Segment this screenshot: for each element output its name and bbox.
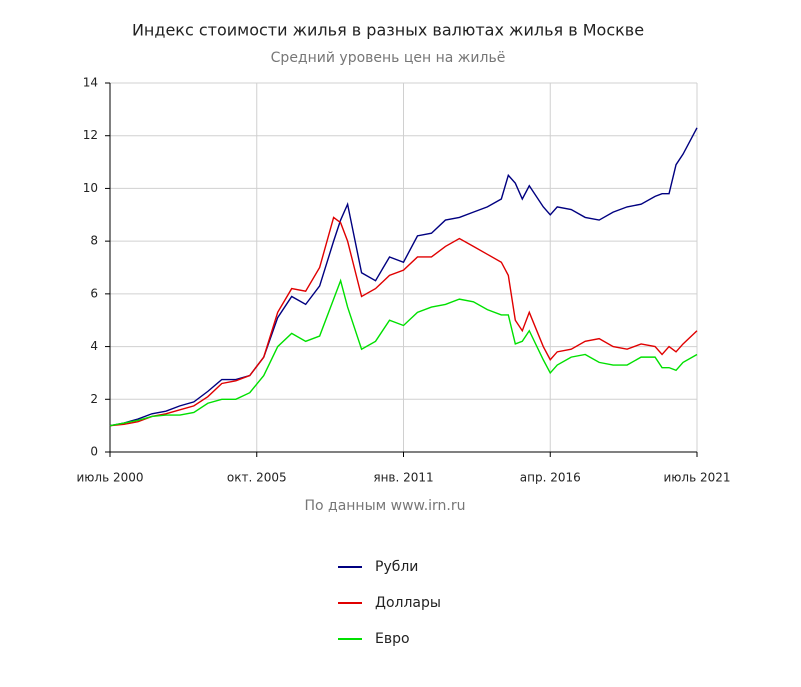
data-line <box>109 127 698 427</box>
x-tick-label: июль 2000 <box>77 471 144 485</box>
x-tick-label: янв. 2011 <box>373 471 433 485</box>
legend-label: Рубли <box>375 559 418 575</box>
y-tick-label: 14 <box>83 76 98 90</box>
x-tick-label: окт. 2005 <box>227 471 287 485</box>
y-tick-label: 8 <box>90 234 98 248</box>
y-tick-label: 10 <box>83 181 98 195</box>
chart-title: Индекс стоимости жилья в разных валютах … <box>132 21 644 40</box>
y-tick-label: 12 <box>83 128 98 142</box>
y-tick-label: 4 <box>90 339 98 353</box>
x-tick-label: июль 2021 <box>664 471 731 485</box>
y-tick-label: 2 <box>90 392 98 406</box>
legend-label: Доллары <box>375 595 441 611</box>
chart-subtitle: Средний уровень цен на жильё <box>271 50 506 66</box>
y-tick-label: 0 <box>90 445 98 459</box>
source-note: По данным www.irn.ru <box>304 498 465 514</box>
legend-label: Евро <box>375 631 410 647</box>
data-line <box>109 278 698 427</box>
data-line <box>109 216 698 427</box>
x-tick-label: апр. 2016 <box>520 471 581 485</box>
y-tick-label: 6 <box>90 286 98 300</box>
